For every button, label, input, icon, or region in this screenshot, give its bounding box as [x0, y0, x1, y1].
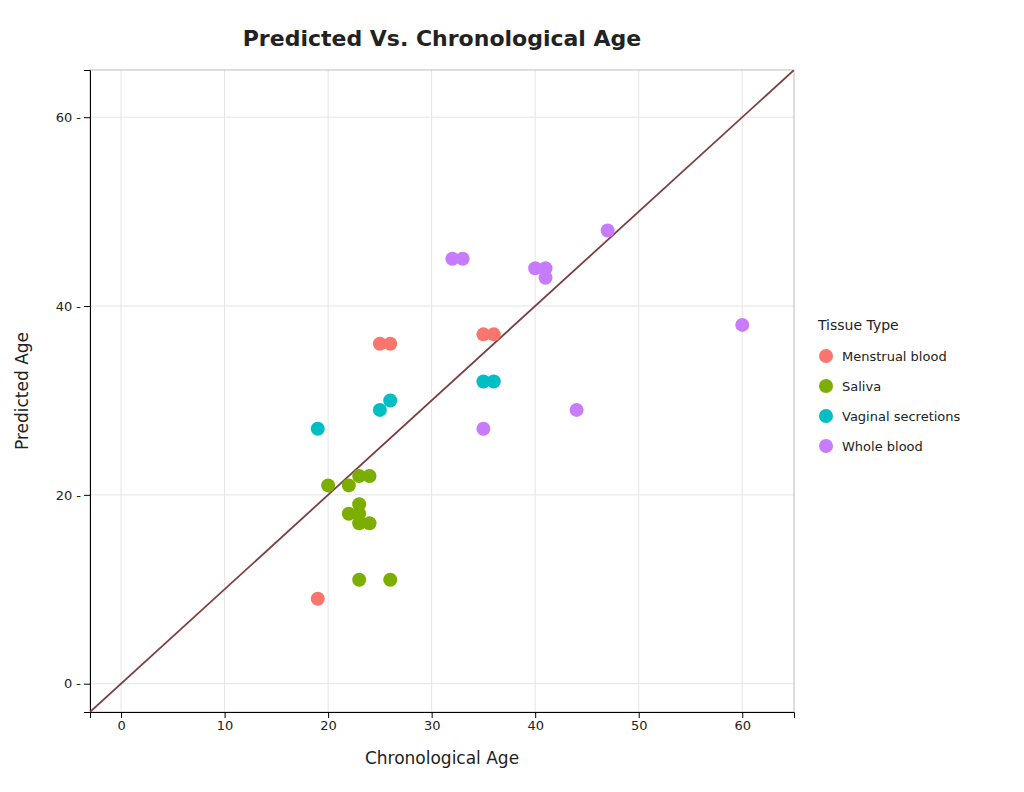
x-tick-mark	[121, 712, 122, 718]
point	[363, 516, 377, 530]
x-tick-label: 40	[527, 718, 544, 733]
series	[311, 375, 501, 436]
legend-label: Whole blood	[842, 439, 923, 454]
x-tick: 30	[424, 712, 441, 733]
x-tick: 60	[734, 712, 751, 733]
point	[311, 422, 325, 436]
y-axis: 0 - 20 - 40 - 60 -	[56, 71, 91, 713]
point	[383, 393, 397, 407]
grid-line-x	[638, 70, 639, 712]
point	[383, 337, 397, 351]
point	[601, 224, 615, 238]
y-tick-label: 20 -	[56, 488, 82, 503]
grid-line-y	[90, 494, 794, 495]
y-tick-label: 60 -	[56, 110, 82, 125]
y-axis-label: Predicted Age	[12, 332, 32, 450]
y-tick-mark	[84, 495, 90, 496]
grid-line-x	[431, 70, 432, 712]
point	[735, 318, 749, 332]
legend-swatch	[819, 439, 833, 453]
x-tick: 0	[117, 712, 125, 733]
grid-line-x	[224, 70, 225, 712]
point	[487, 375, 501, 389]
x-axis-line	[91, 713, 795, 719]
y-tick-label: 0 -	[64, 676, 81, 691]
point	[456, 252, 470, 266]
series	[321, 469, 397, 587]
y-tick: 20 -	[56, 488, 90, 503]
x-tick-mark	[225, 712, 226, 718]
x-axis-label: Chronological Age	[365, 748, 519, 768]
point	[383, 573, 397, 587]
y-tick-mark	[84, 684, 90, 685]
x-tick-mark	[535, 712, 536, 718]
y-axis-line	[84, 71, 91, 713]
data-layer	[90, 70, 794, 712]
x-tick-label: 0	[117, 718, 125, 733]
legend-label: Saliva	[842, 379, 881, 394]
point	[487, 327, 501, 341]
x-tick-label: 50	[631, 718, 648, 733]
chart: 0 10 20 30 40 50 60 0 - 20 - 40 - 60 - Predicted Vs…	[0, 0, 1024, 792]
x-tick-mark	[742, 712, 743, 718]
x-tick: 10	[217, 712, 234, 733]
point	[352, 497, 366, 511]
x-tick-mark	[639, 712, 640, 718]
grid-line-y	[90, 683, 794, 684]
y-tick: 40 -	[56, 299, 90, 314]
legend-label: Menstrual blood	[842, 349, 947, 364]
title: Predicted Vs. Chronological Age	[243, 26, 641, 51]
legend-swatch	[819, 409, 833, 423]
x-tick: 50	[631, 712, 648, 733]
point	[476, 422, 490, 436]
x-tick: 20	[320, 712, 337, 733]
y-tick-label: 40 -	[56, 299, 82, 314]
grid-line-y	[90, 117, 794, 118]
reference-line	[90, 70, 794, 712]
x-tick: 40	[527, 712, 544, 733]
x-tick-label: 20	[320, 718, 337, 733]
legend-item: Saliva	[819, 379, 881, 394]
point	[363, 469, 377, 483]
legend-item: Vaginal secretions	[819, 409, 961, 424]
series	[311, 327, 501, 605]
point	[342, 478, 356, 492]
plot-area: 0 10 20 30 40 50 60 0 - 20 - 40 - 60 -	[18, 23, 846, 778]
x-axis: 0 10 20 30 40 50 60	[91, 712, 795, 733]
point	[570, 403, 584, 417]
grid-line-x	[328, 70, 329, 712]
x-tick-label: 60	[734, 718, 751, 733]
x-tick-label: 30	[424, 718, 441, 733]
legend: Tissue Type Menstrual blood Saliva Vaginal …	[817, 317, 961, 454]
y-tick: 60 -	[56, 110, 90, 125]
legend-item: Menstrual blood	[819, 349, 947, 364]
legend-item: Whole blood	[819, 439, 923, 454]
y-tick: 0 -	[64, 676, 90, 691]
y-tick-mark	[84, 117, 90, 118]
series	[445, 224, 749, 436]
legend-label: Vaginal secretions	[842, 409, 961, 424]
grid-line-x	[121, 70, 122, 712]
legend-title: Tissue Type	[817, 317, 899, 333]
grid-line-y	[90, 306, 794, 307]
legend-swatch	[819, 379, 833, 393]
point	[321, 478, 335, 492]
grid-line-x	[742, 70, 743, 712]
point	[539, 271, 553, 285]
x-tick-mark	[432, 712, 433, 718]
x-tick-label: 10	[217, 718, 234, 733]
point	[311, 592, 325, 606]
point	[373, 403, 387, 417]
legend-swatch	[819, 349, 833, 363]
x-tick-mark	[328, 712, 329, 718]
point	[352, 573, 366, 587]
grid-line-x	[535, 70, 536, 712]
y-tick-mark	[84, 306, 90, 307]
